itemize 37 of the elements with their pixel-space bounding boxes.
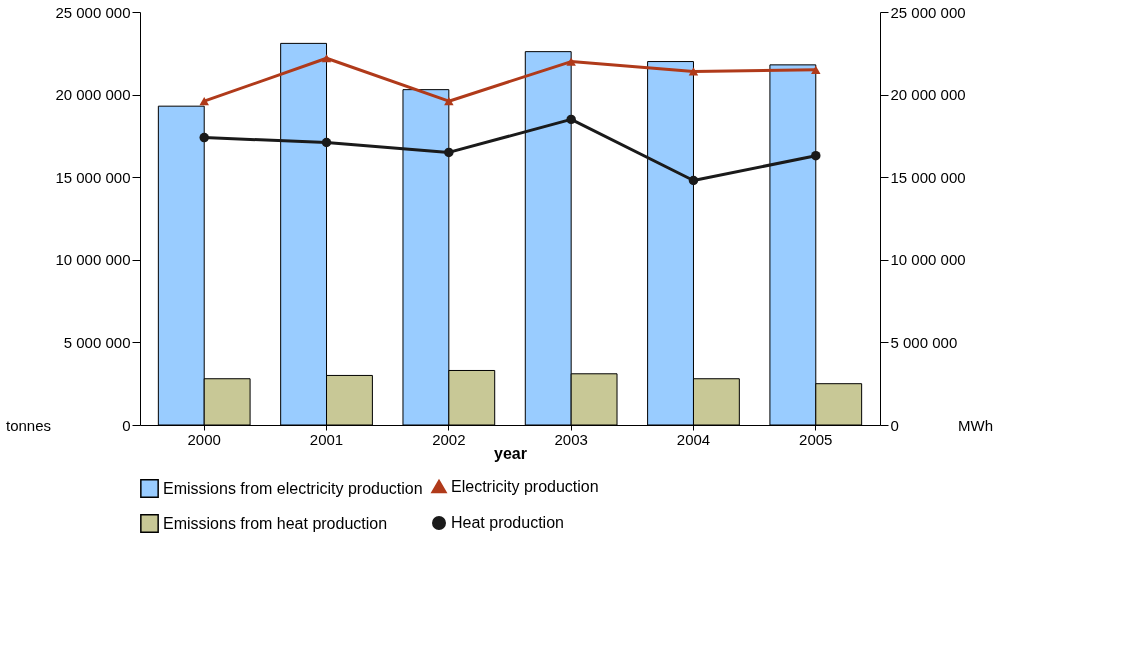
y-tick-label: 20 000 000 <box>55 86 131 104</box>
y-tick-label: 5 000 000 <box>63 333 131 351</box>
y-tick-label: 10 000 000 <box>55 251 131 269</box>
point <box>811 150 821 161</box>
point <box>321 137 332 148</box>
y-axis-title: tonnes <box>5 416 52 434</box>
point <box>566 57 576 66</box>
legend-label: Heat production <box>451 514 564 531</box>
y2-tick-label: 5 000 000 <box>890 333 958 351</box>
x-tick-label: 2004 <box>676 430 711 448</box>
y2-tick-label: 0 <box>890 416 899 434</box>
point <box>444 147 454 158</box>
y2-tick-label: 10 000 000 <box>890 251 966 269</box>
y2-axis-title: MWh <box>958 416 993 434</box>
point <box>321 54 332 63</box>
y2-tick-label: 25 000 000 <box>890 3 966 21</box>
point <box>199 132 209 143</box>
point <box>688 67 699 76</box>
x-tick-label: 2005 <box>799 430 833 448</box>
point <box>199 97 209 106</box>
legend-label: Electricity production <box>451 478 599 495</box>
x-tick-label: 2000 <box>187 430 221 448</box>
y-tick-label: 0 <box>122 416 131 434</box>
point <box>811 65 821 74</box>
y-tick-label: 25 000 000 <box>55 3 131 21</box>
x-axis-title: year <box>494 444 527 462</box>
point <box>444 97 454 106</box>
y2-tick-label: 15 000 000 <box>890 168 966 186</box>
legend-label: Emissions from heat production <box>163 514 388 532</box>
x-tick-label: 2001 <box>309 430 344 448</box>
legend-label: Emissions from electricity production <box>163 479 423 497</box>
point <box>566 114 576 125</box>
point <box>688 175 699 186</box>
y-tick-label: 15 000 000 <box>55 168 131 186</box>
x-tick-label: 2003 <box>554 430 588 448</box>
x-tick-label: 2002 <box>432 430 466 448</box>
y2-tick-label: 20 000 000 <box>890 86 966 104</box>
